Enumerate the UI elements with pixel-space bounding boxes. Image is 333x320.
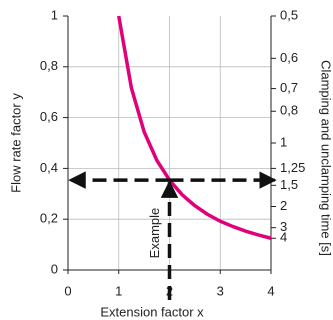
y2-tick-label: 1 [280, 134, 287, 149]
y2-axis-label: Clamping and unclamping time [s] [319, 60, 333, 256]
y2-tick-label: 0,5 [280, 7, 298, 22]
example-label: Example [147, 208, 162, 259]
y2-tick-label: 0,8 [280, 103, 298, 118]
y-tick-label: 0,2 [40, 211, 58, 226]
y2-tick-label: 4 [280, 230, 287, 245]
x-tick-label: 0 [64, 283, 71, 298]
y2-tick-label: 3 [280, 219, 287, 234]
y2-tick-label: 2 [280, 198, 287, 213]
y-tick-label: 0 [51, 261, 58, 276]
y2-tick-label: 1,5 [280, 177, 298, 192]
y2-tick-label: 1,25 [280, 160, 305, 175]
y-tick-label: 1 [51, 7, 58, 22]
x-tick-label: 3 [217, 283, 224, 298]
x-tick-label: 4 [267, 283, 274, 298]
y2-tick-label: 0,6 [280, 50, 298, 65]
y-tick-label: 0,8 [40, 58, 58, 73]
y2-tick-label: 0,7 [280, 80, 298, 95]
y-tick-label: 0,4 [40, 160, 58, 175]
y-axis-label: Flow rate factor y [8, 93, 23, 193]
y-tick-label: 0,6 [40, 109, 58, 124]
x-axis-label: Extension factor x [100, 304, 204, 319]
x-tick-label: 1 [115, 283, 122, 298]
curve [117, 15, 272, 240]
